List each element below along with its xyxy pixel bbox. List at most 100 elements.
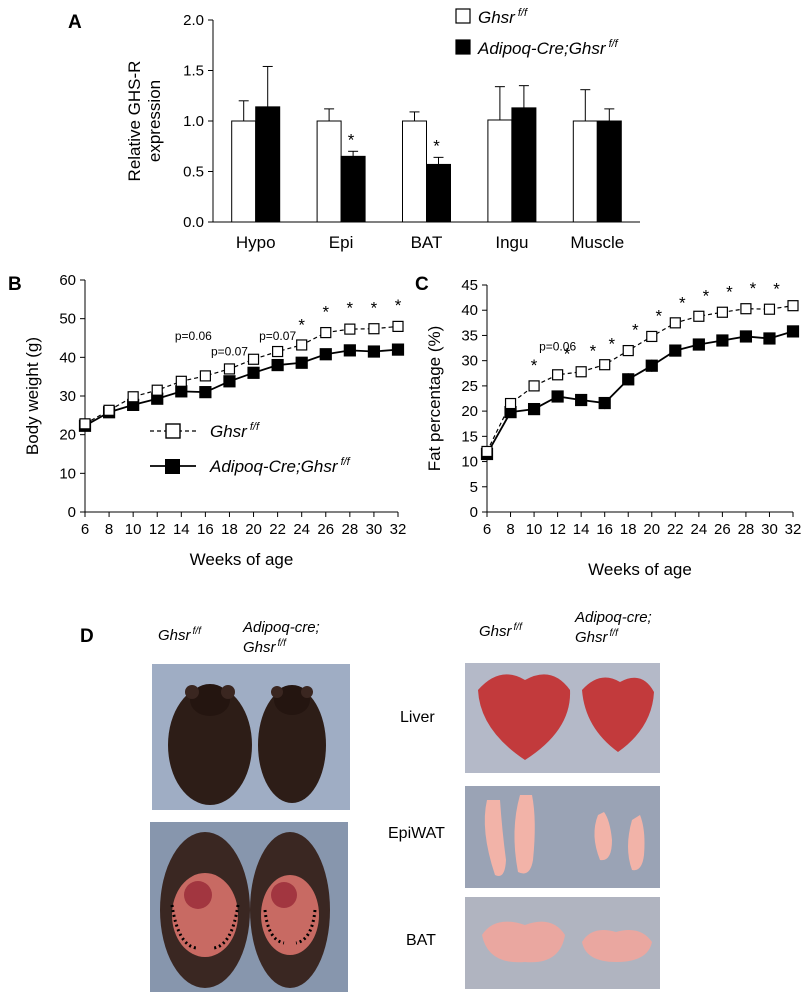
chart-c-ytick-label: 40 bbox=[461, 302, 478, 319]
chart-b-xtick-label: 8 bbox=[105, 521, 113, 538]
chart-b-point bbox=[247, 353, 260, 365]
chart-b-xtick-label: 14 bbox=[173, 521, 190, 538]
chart-b-xtick-label: 10 bbox=[125, 521, 142, 538]
chart-c-significance: * bbox=[703, 287, 710, 306]
panel-letter-b: B bbox=[8, 274, 22, 295]
chart-c-xlabel: Weeks of age bbox=[588, 560, 692, 579]
photo-mice-dorsal bbox=[152, 664, 350, 810]
chart-c-point bbox=[646, 330, 658, 343]
chart-b-point bbox=[295, 356, 308, 369]
chart-a-significance: * bbox=[348, 130, 355, 149]
chart-c-point bbox=[575, 393, 588, 407]
chart-b-ytick-label: 20 bbox=[59, 427, 76, 444]
chart-c-ytick-label: 45 bbox=[461, 277, 478, 294]
liver-ko bbox=[582, 677, 654, 752]
chart-b-point bbox=[103, 404, 115, 416]
chart-c-significance: * bbox=[679, 293, 686, 312]
chart-b-significance: * bbox=[322, 303, 329, 322]
chart-c-point bbox=[622, 344, 634, 357]
chart-b-xtick-label: 16 bbox=[197, 521, 214, 538]
chart-b-point bbox=[223, 375, 236, 388]
chart-b-ytick-label: 50 bbox=[59, 311, 76, 328]
chart-c-ytick-label: 30 bbox=[461, 353, 478, 370]
chart-b-point bbox=[175, 385, 188, 398]
legend-b-marker-2 bbox=[165, 459, 180, 474]
chart-a-bar bbox=[316, 120, 342, 223]
chart-a-bar bbox=[426, 163, 451, 223]
chart-a-ylabel-1: Relative GHS-R bbox=[125, 61, 144, 182]
chart-a-xtick-label: BAT bbox=[411, 233, 443, 252]
chart-c-significance: * bbox=[608, 335, 615, 354]
chart-c-point bbox=[763, 303, 776, 315]
chart-b-point bbox=[320, 326, 332, 339]
chart-b-point bbox=[392, 320, 404, 332]
chart-c-xtick-label: 32 bbox=[785, 521, 802, 538]
photo-header-right-2b: Ghsr f/f bbox=[575, 628, 619, 646]
bat-ko bbox=[582, 929, 652, 962]
chart-b-point bbox=[175, 375, 187, 387]
epiwat-wt-1 bbox=[484, 800, 506, 876]
chart-a-bar bbox=[255, 106, 281, 223]
chart-c-point bbox=[552, 369, 564, 381]
chart-c-point bbox=[622, 373, 635, 386]
chart-b-ytick-label: 10 bbox=[59, 465, 76, 482]
chart-b-annotation: p=0.06 bbox=[175, 329, 212, 343]
chart-c-xtick-label: 22 bbox=[667, 521, 684, 538]
chart-a-xtick-label: Muscle bbox=[570, 233, 624, 252]
photo-header-left-2a: Adipoq-cre; bbox=[242, 619, 320, 636]
chart-c-point bbox=[645, 359, 658, 372]
chart-c-series-line bbox=[486, 305, 794, 452]
chart-c-significance: * bbox=[726, 283, 733, 302]
legend-b-label-2: Adipoq-Cre;Ghsr f/f bbox=[209, 456, 351, 476]
chart-c-significance: * bbox=[656, 306, 663, 325]
chart-b-annotation: p=0.07 bbox=[211, 344, 248, 358]
chart-b-point bbox=[391, 343, 405, 356]
legend-b-marker-1 bbox=[165, 423, 181, 439]
chart-b-point bbox=[223, 363, 236, 375]
chart-b-series-line bbox=[84, 348, 399, 427]
chart-c-point bbox=[739, 330, 753, 343]
chart-c-xtick-label: 20 bbox=[643, 521, 660, 538]
chart-c-significance: * bbox=[564, 345, 571, 364]
chart-c-ytick-label: 25 bbox=[461, 378, 478, 395]
chart-a-bar bbox=[511, 107, 537, 223]
chart-b-ytick-label: 40 bbox=[59, 349, 76, 366]
chart-c-point bbox=[693, 310, 705, 322]
photo-liver bbox=[465, 663, 660, 773]
chart-c-point bbox=[669, 317, 681, 329]
chart-c-annotation: p=0.06 bbox=[539, 340, 576, 354]
chart-a-xtick-label: Hypo bbox=[236, 233, 276, 252]
chart-c-significance: * bbox=[632, 321, 639, 340]
photo-header-right-2a: Adipoq-cre; bbox=[574, 609, 652, 626]
mouse-ko-dorsal bbox=[258, 687, 326, 803]
chart-b-point bbox=[344, 323, 356, 335]
chart-b-xtick-label: 6 bbox=[81, 521, 89, 538]
chart-a-ytick-label: 1.0 bbox=[183, 113, 204, 130]
chart-b-point bbox=[368, 323, 380, 335]
chart-b-xtick-label: 12 bbox=[149, 521, 166, 538]
chart-b-xtick-label: 32 bbox=[390, 521, 407, 538]
chart-a-bar bbox=[596, 120, 622, 223]
chart-c-significance: * bbox=[773, 280, 780, 299]
chart-c-point bbox=[669, 344, 682, 357]
liver-wt bbox=[478, 674, 571, 760]
chart-c-series-line bbox=[486, 330, 794, 455]
chart-b-xlabel: Weeks of age bbox=[190, 550, 294, 569]
legend-a-label-2: Adipoq-Cre;Ghsr f/f bbox=[477, 38, 619, 58]
photo-row-label-epiwat: EpiWAT bbox=[388, 825, 445, 842]
chart-c-xtick-label: 12 bbox=[549, 521, 566, 538]
chart-b-point bbox=[271, 358, 284, 372]
chart-c-point bbox=[740, 303, 752, 315]
chart-b-point bbox=[199, 386, 212, 399]
chart-b-point bbox=[79, 418, 91, 430]
mouse-wt-dorsal bbox=[168, 685, 252, 805]
chart-a-bar bbox=[572, 120, 598, 223]
chart-a-bar bbox=[231, 120, 257, 223]
chart-b-significance: * bbox=[347, 299, 354, 318]
chart-c-ytick-label: 0 bbox=[470, 504, 478, 521]
chart-c-xtick-label: 16 bbox=[596, 521, 613, 538]
chart-c-point bbox=[716, 334, 729, 347]
chart-b-ytick-label: 30 bbox=[59, 388, 76, 405]
chart-b-legend: Ghsr f/f Adipoq-Cre;Ghsr f/f bbox=[150, 421, 351, 476]
